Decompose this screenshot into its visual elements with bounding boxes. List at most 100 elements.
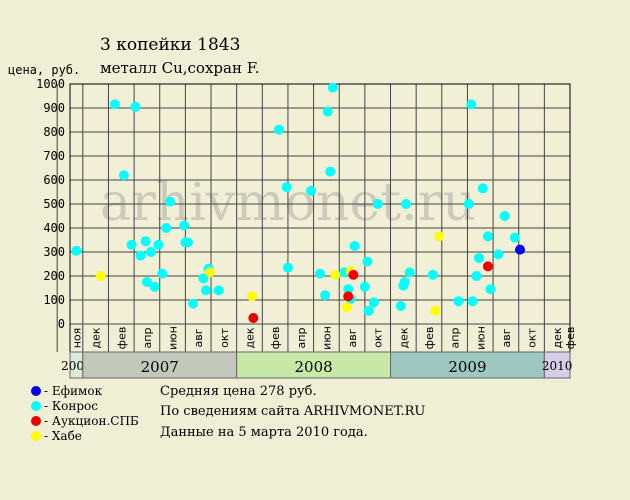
data-point <box>348 269 359 280</box>
legend-label: - Аукцион.СПБ <box>44 414 139 428</box>
data-point <box>182 237 193 248</box>
month-label: июн <box>167 326 180 350</box>
data-point <box>320 290 331 301</box>
data-point <box>341 302 352 313</box>
data-point <box>157 268 168 279</box>
data-point <box>145 247 156 257</box>
data-point <box>477 183 488 194</box>
chart-subtitle: металл Cu,сохран F. <box>100 59 260 77</box>
data-point <box>247 291 258 302</box>
legend-label: - Конрос <box>44 399 98 413</box>
y-tick-label: 700 <box>43 149 65 163</box>
data-point <box>198 273 209 284</box>
data-point <box>372 199 383 209</box>
legend-label: - Хабе <box>44 429 82 443</box>
legend-marker <box>31 401 41 411</box>
year-band <box>236 351 392 379</box>
year-bands: 2006 2007 2008 2009 2010 <box>61 351 572 379</box>
data-point <box>427 269 438 280</box>
y-tick-label: 200 <box>43 269 65 283</box>
year-label: 2007 <box>141 358 179 376</box>
data-point <box>400 199 411 209</box>
month-label: авг <box>500 328 513 347</box>
y-tick-label: 900 <box>43 101 65 115</box>
month-label: фев <box>269 327 282 350</box>
data-point <box>126 239 137 250</box>
data-point <box>140 236 151 247</box>
data-point <box>71 245 82 256</box>
data-point <box>165 196 175 207</box>
y-tick-label: 500 <box>43 197 65 211</box>
data-point <box>482 261 493 272</box>
data-point <box>118 170 129 181</box>
data-point <box>509 232 520 243</box>
data-point <box>343 291 354 302</box>
data-point <box>282 262 293 273</box>
month-label: окт <box>526 328 539 348</box>
data-point <box>315 268 325 279</box>
month-label: дек <box>90 327 103 348</box>
data-point <box>363 305 374 316</box>
y-tick-label: 800 <box>43 125 65 139</box>
year-band <box>543 351 571 379</box>
data-point <box>153 239 164 250</box>
y-tick-labels: 0 100 200 300 400 500 600 700 800 900 1000 <box>36 77 65 331</box>
data-point <box>330 269 341 280</box>
data-point <box>306 185 317 196</box>
data-point <box>493 249 504 260</box>
data-point <box>149 281 160 292</box>
data-point <box>95 271 106 281</box>
data-point <box>467 296 478 307</box>
data-point <box>213 285 224 296</box>
year-label: 2008 <box>294 358 332 376</box>
data-point <box>135 250 146 261</box>
data-point <box>359 281 370 292</box>
data-point <box>399 277 410 287</box>
y-tick-label: 0 <box>58 317 65 331</box>
month-label: июн <box>320 326 333 350</box>
data-point <box>368 297 379 308</box>
month-labels: ноя дек фев апр июн авг окт дек фев апр июн авг окт д… <box>70 326 577 350</box>
data-point <box>482 231 493 242</box>
month-label: апр <box>449 328 462 349</box>
data-point <box>343 284 354 295</box>
data-point <box>430 305 441 316</box>
data-point <box>395 301 406 311</box>
month-label: дек <box>243 327 256 348</box>
month-label: июн <box>474 326 487 350</box>
data-point <box>466 99 477 110</box>
month-label: апр <box>141 328 154 349</box>
data-point <box>141 277 152 287</box>
data-point <box>130 101 141 112</box>
grid <box>56 83 571 353</box>
month-label: ноя <box>70 328 83 349</box>
data-point <box>325 166 336 177</box>
data-point <box>322 106 333 117</box>
data-point <box>188 298 199 309</box>
data-point <box>200 285 211 296</box>
data-point <box>349 241 360 251</box>
data-point <box>434 231 445 242</box>
month-label: дек <box>397 327 410 348</box>
data-point <box>515 244 525 255</box>
data-point <box>248 313 259 323</box>
data-point <box>109 99 120 110</box>
month-label: апр <box>295 328 308 349</box>
data-point <box>362 256 373 267</box>
data-points <box>71 82 525 323</box>
data-point <box>204 267 215 278</box>
month-label: авг <box>192 328 205 347</box>
data-point <box>485 284 496 295</box>
month-label: окт <box>218 328 231 348</box>
y-tick-label: 100 <box>43 293 65 307</box>
y-axis-label: цена, руб. <box>8 63 80 77</box>
year-band <box>82 351 238 379</box>
y-tick-label: 400 <box>43 221 65 235</box>
month-label: фев <box>564 327 577 350</box>
chart-title: 3 копейки 1843 <box>100 35 240 55</box>
average-price-text: Средняя цена 278 руб. <box>160 384 317 399</box>
legend-marker <box>31 416 41 426</box>
legend: - Ефимок- Конрос- Аукцион.СПБ- Хабе <box>31 384 139 443</box>
data-point <box>453 296 464 307</box>
